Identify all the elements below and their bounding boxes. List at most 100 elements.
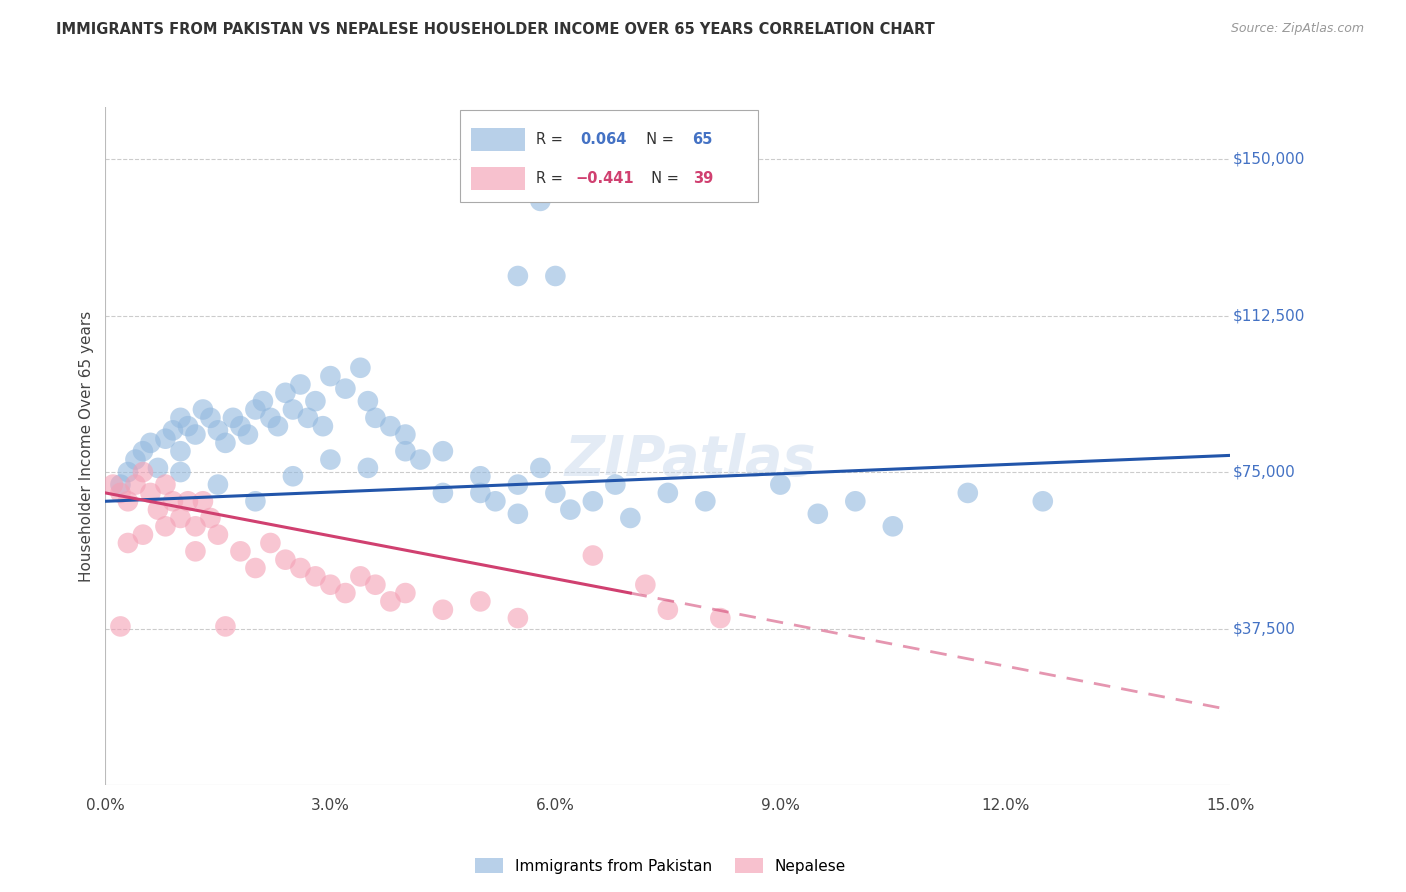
Legend: Immigrants from Pakistan, Nepalese: Immigrants from Pakistan, Nepalese bbox=[470, 852, 852, 880]
Point bbox=[274, 552, 297, 566]
Point bbox=[124, 452, 146, 467]
Point bbox=[769, 477, 792, 491]
Point bbox=[214, 435, 236, 450]
Point bbox=[162, 423, 184, 437]
Point bbox=[117, 465, 139, 479]
Point bbox=[236, 427, 259, 442]
Point bbox=[582, 549, 605, 563]
Point bbox=[506, 611, 529, 625]
Point bbox=[281, 402, 304, 417]
Point bbox=[146, 502, 169, 516]
Text: 65: 65 bbox=[693, 132, 713, 147]
Text: R =: R = bbox=[536, 170, 568, 186]
Point bbox=[297, 410, 319, 425]
Point bbox=[409, 452, 432, 467]
Point bbox=[470, 469, 492, 483]
Point bbox=[319, 578, 342, 592]
Point bbox=[110, 486, 132, 500]
Text: 0.064: 0.064 bbox=[581, 132, 627, 147]
Text: $112,500: $112,500 bbox=[1233, 308, 1305, 323]
Point bbox=[252, 394, 274, 409]
Point bbox=[312, 419, 335, 434]
Text: ZIPatlas: ZIPatlas bbox=[565, 433, 815, 486]
Point bbox=[259, 536, 281, 550]
Point bbox=[432, 444, 454, 458]
Point bbox=[214, 619, 236, 633]
Point bbox=[169, 410, 191, 425]
Text: $75,000: $75,000 bbox=[1233, 465, 1296, 480]
Text: IMMIGRANTS FROM PAKISTAN VS NEPALESE HOUSEHOLDER INCOME OVER 65 YEARS CORRELATIO: IMMIGRANTS FROM PAKISTAN VS NEPALESE HOU… bbox=[56, 22, 935, 37]
Point bbox=[432, 486, 454, 500]
Point bbox=[506, 507, 529, 521]
Point bbox=[695, 494, 717, 508]
Point bbox=[349, 360, 371, 375]
Point bbox=[394, 586, 416, 600]
Point bbox=[245, 494, 267, 508]
Point bbox=[506, 477, 529, 491]
Point bbox=[529, 461, 551, 475]
Point bbox=[169, 444, 191, 458]
Point bbox=[177, 419, 200, 434]
Point bbox=[155, 477, 177, 491]
Point bbox=[184, 519, 207, 533]
Point bbox=[274, 385, 297, 400]
Text: R =: R = bbox=[536, 132, 568, 147]
Point bbox=[319, 369, 342, 384]
Point bbox=[380, 594, 402, 608]
Point bbox=[229, 544, 252, 558]
Point bbox=[207, 477, 229, 491]
Point bbox=[222, 410, 245, 425]
Point bbox=[169, 511, 191, 525]
Point bbox=[304, 569, 326, 583]
Point bbox=[807, 507, 830, 521]
Point bbox=[882, 519, 904, 533]
FancyBboxPatch shape bbox=[460, 111, 758, 202]
Point bbox=[335, 586, 357, 600]
Point bbox=[191, 494, 214, 508]
FancyBboxPatch shape bbox=[471, 167, 524, 190]
Text: −0.441: −0.441 bbox=[575, 170, 634, 186]
Point bbox=[139, 486, 162, 500]
Point bbox=[207, 423, 229, 437]
Point bbox=[470, 594, 492, 608]
Text: Source: ZipAtlas.com: Source: ZipAtlas.com bbox=[1230, 22, 1364, 36]
Point bbox=[101, 477, 124, 491]
Point bbox=[281, 469, 304, 483]
Point bbox=[506, 268, 529, 283]
Text: 39: 39 bbox=[693, 170, 713, 186]
Point bbox=[191, 402, 214, 417]
Point bbox=[394, 427, 416, 442]
Text: $37,500: $37,500 bbox=[1233, 621, 1296, 636]
Point bbox=[844, 494, 866, 508]
Text: N =: N = bbox=[637, 132, 679, 147]
Point bbox=[162, 494, 184, 508]
Point bbox=[470, 486, 492, 500]
Point bbox=[146, 461, 169, 475]
Point bbox=[709, 611, 731, 625]
Point bbox=[582, 494, 605, 508]
Point bbox=[657, 486, 679, 500]
Point bbox=[155, 432, 177, 446]
Point bbox=[560, 502, 582, 516]
Point bbox=[335, 382, 357, 396]
Point bbox=[605, 477, 627, 491]
Text: $150,000: $150,000 bbox=[1233, 152, 1305, 167]
Point bbox=[169, 465, 191, 479]
Point bbox=[184, 427, 207, 442]
Text: N =: N = bbox=[643, 170, 683, 186]
Point bbox=[229, 419, 252, 434]
Point bbox=[155, 519, 177, 533]
Point bbox=[184, 544, 207, 558]
Point bbox=[117, 536, 139, 550]
Point bbox=[380, 419, 402, 434]
Point bbox=[1032, 494, 1054, 508]
Point bbox=[124, 477, 146, 491]
Point bbox=[357, 394, 380, 409]
FancyBboxPatch shape bbox=[471, 128, 524, 151]
Point bbox=[290, 377, 312, 392]
Point bbox=[207, 527, 229, 541]
Point bbox=[304, 394, 326, 409]
Point bbox=[132, 527, 155, 541]
Point bbox=[319, 452, 342, 467]
Point bbox=[529, 194, 551, 208]
